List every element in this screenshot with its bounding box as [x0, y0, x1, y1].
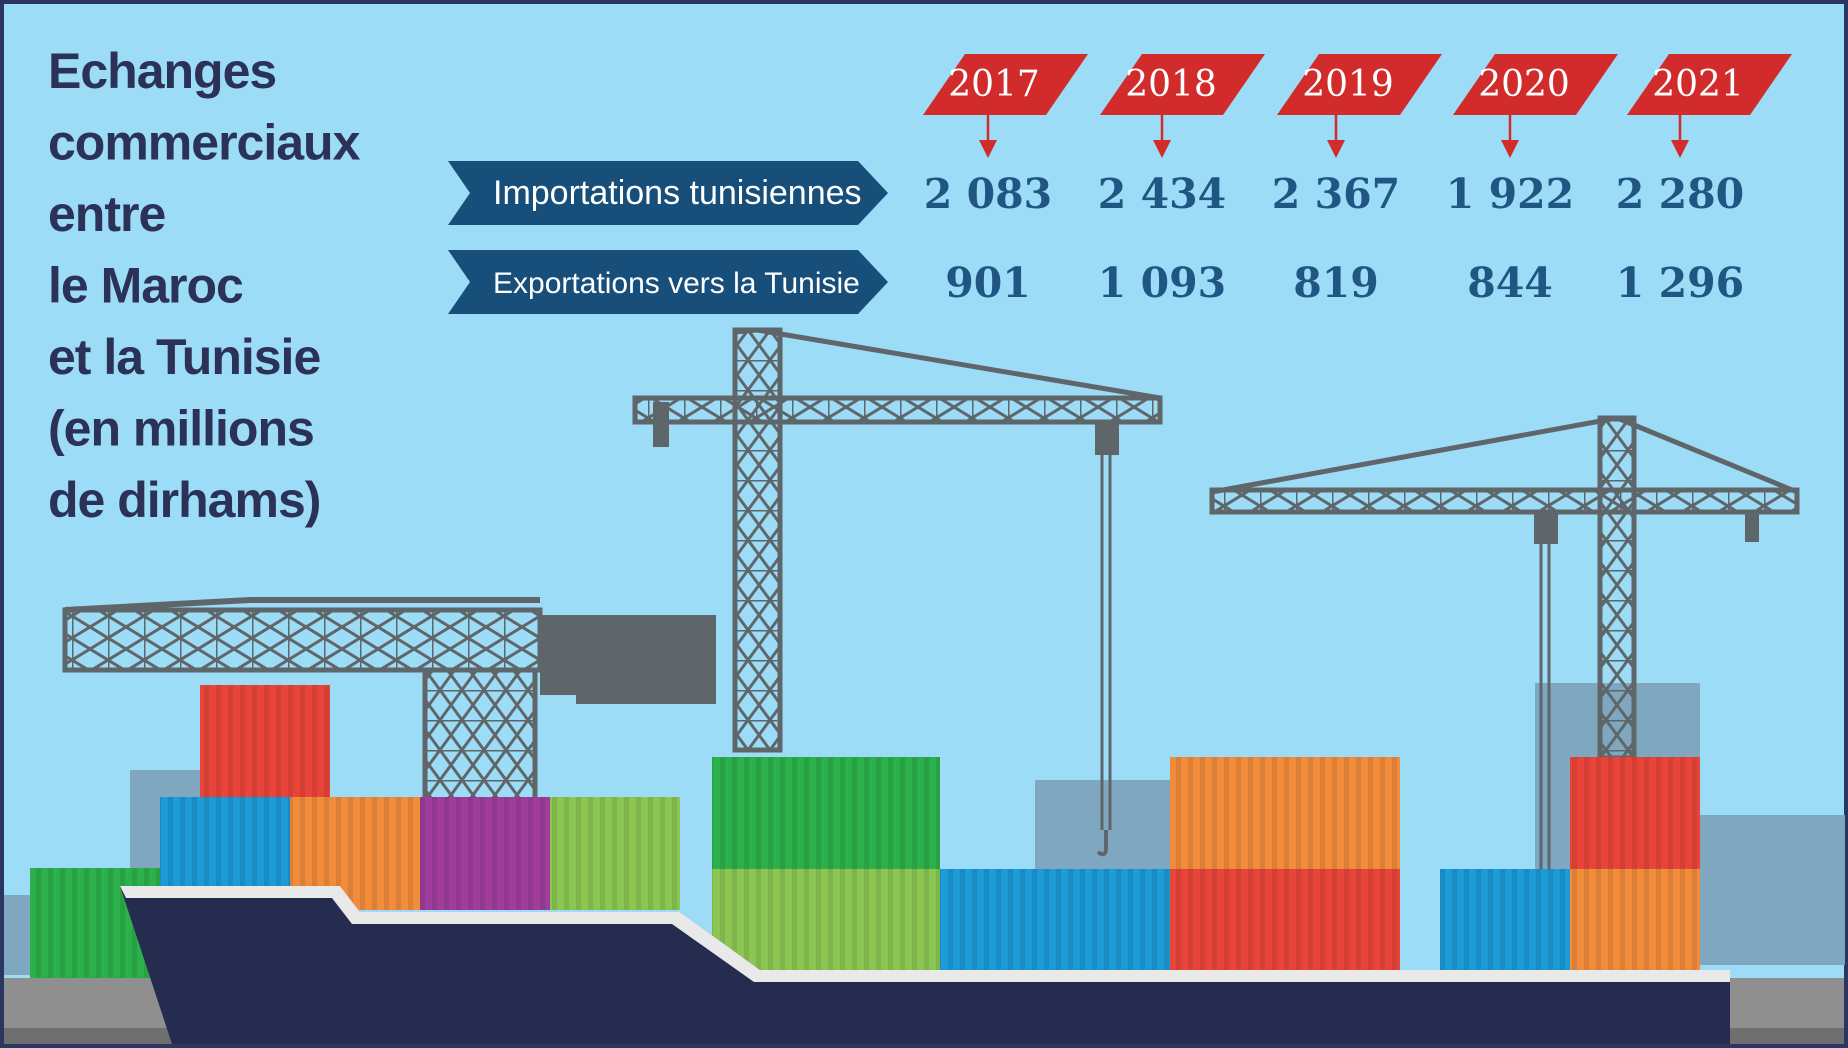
crane-truss — [422, 667, 538, 803]
year-arrow-head — [979, 140, 997, 158]
container-ribs — [712, 869, 940, 981]
crane-tie — [734, 327, 1161, 401]
data-value: 2 367 — [1272, 170, 1400, 218]
crane-hook — [1096, 830, 1108, 857]
year-tag — [1277, 54, 1442, 115]
data-value: 819 — [1293, 259, 1379, 307]
series-label-banner — [448, 161, 888, 225]
title-line: (en millions — [48, 401, 314, 457]
title-line: de dirhams) — [48, 472, 320, 528]
year-arrow-head — [1327, 140, 1345, 158]
data-value: 1 922 — [1446, 170, 1574, 218]
ship-deck-stripe — [120, 886, 1730, 982]
data-value: 901 — [945, 259, 1031, 307]
series-label-banner — [448, 250, 888, 314]
crane-counterweight — [576, 690, 716, 704]
crane-cab — [540, 615, 716, 695]
crane-trolley — [1095, 420, 1119, 455]
data-value: 844 — [1467, 259, 1553, 307]
year-tag — [1627, 54, 1792, 115]
data-rows: Importations tunisiennes 2 083 2 434 2 367 1… — [448, 161, 1744, 314]
container-stack — [30, 685, 1700, 981]
title-line: entre — [48, 186, 165, 242]
year-arrow-head — [1671, 140, 1689, 158]
container-ribs — [1170, 757, 1400, 869]
container-ribs — [1170, 869, 1400, 981]
crane-truss — [632, 395, 1163, 425]
year-label: 2018 — [1125, 64, 1217, 105]
year-label: 2020 — [1478, 64, 1570, 105]
cargo-ship-icon — [120, 886, 1730, 1044]
year-tag — [1453, 54, 1618, 115]
container-ribs — [940, 869, 1170, 981]
year-tag — [923, 54, 1088, 115]
crane-truss — [1209, 487, 1800, 515]
year-label: 2019 — [1302, 64, 1394, 105]
crane-truss — [62, 607, 543, 673]
ship-hull — [120, 886, 1730, 1044]
year-tags: 2017 2018 2019 2020 2021 — [923, 54, 1792, 158]
year-tag — [1100, 54, 1265, 115]
crane-trolley — [1534, 512, 1558, 544]
crane-truss — [1597, 415, 1637, 761]
crane-beam — [64, 597, 540, 613]
crane-weight — [653, 402, 669, 447]
chart-title: Echanges commerciaux entre le Maroc et la Tu… — [48, 43, 362, 528]
container-ribs — [200, 685, 330, 797]
container-ribs — [550, 797, 680, 910]
container-ribs — [712, 757, 940, 869]
series-label: Exportations vers la Tunisie — [493, 267, 860, 300]
title-line: et la Tunisie — [48, 329, 320, 385]
year-arrow-head — [1153, 140, 1171, 158]
building — [1700, 815, 1845, 965]
container-ribs — [1440, 869, 1570, 981]
title-line: commerciaux — [48, 115, 361, 171]
crane-truss — [732, 327, 783, 753]
title-line: Echanges — [48, 43, 276, 99]
tower-crane-icon — [62, 327, 1800, 870]
crane-weight — [1745, 512, 1759, 542]
year-arrow-head — [1501, 140, 1519, 158]
year-label: 2017 — [948, 64, 1040, 105]
data-value: 2 280 — [1616, 170, 1744, 218]
year-label: 2021 — [1652, 64, 1744, 105]
series-label: Importations tunisiennes — [493, 174, 862, 212]
data-value: 1 296 — [1616, 259, 1744, 307]
title-line: le Maroc — [48, 258, 243, 314]
data-value: 2 434 — [1098, 170, 1226, 218]
data-value: 2 083 — [924, 170, 1052, 218]
crane-tie — [1211, 415, 1798, 495]
data-value: 1 093 — [1098, 259, 1226, 307]
container-ribs — [1570, 869, 1700, 981]
container-ribs — [1570, 757, 1700, 869]
container-ribs — [420, 797, 550, 910]
